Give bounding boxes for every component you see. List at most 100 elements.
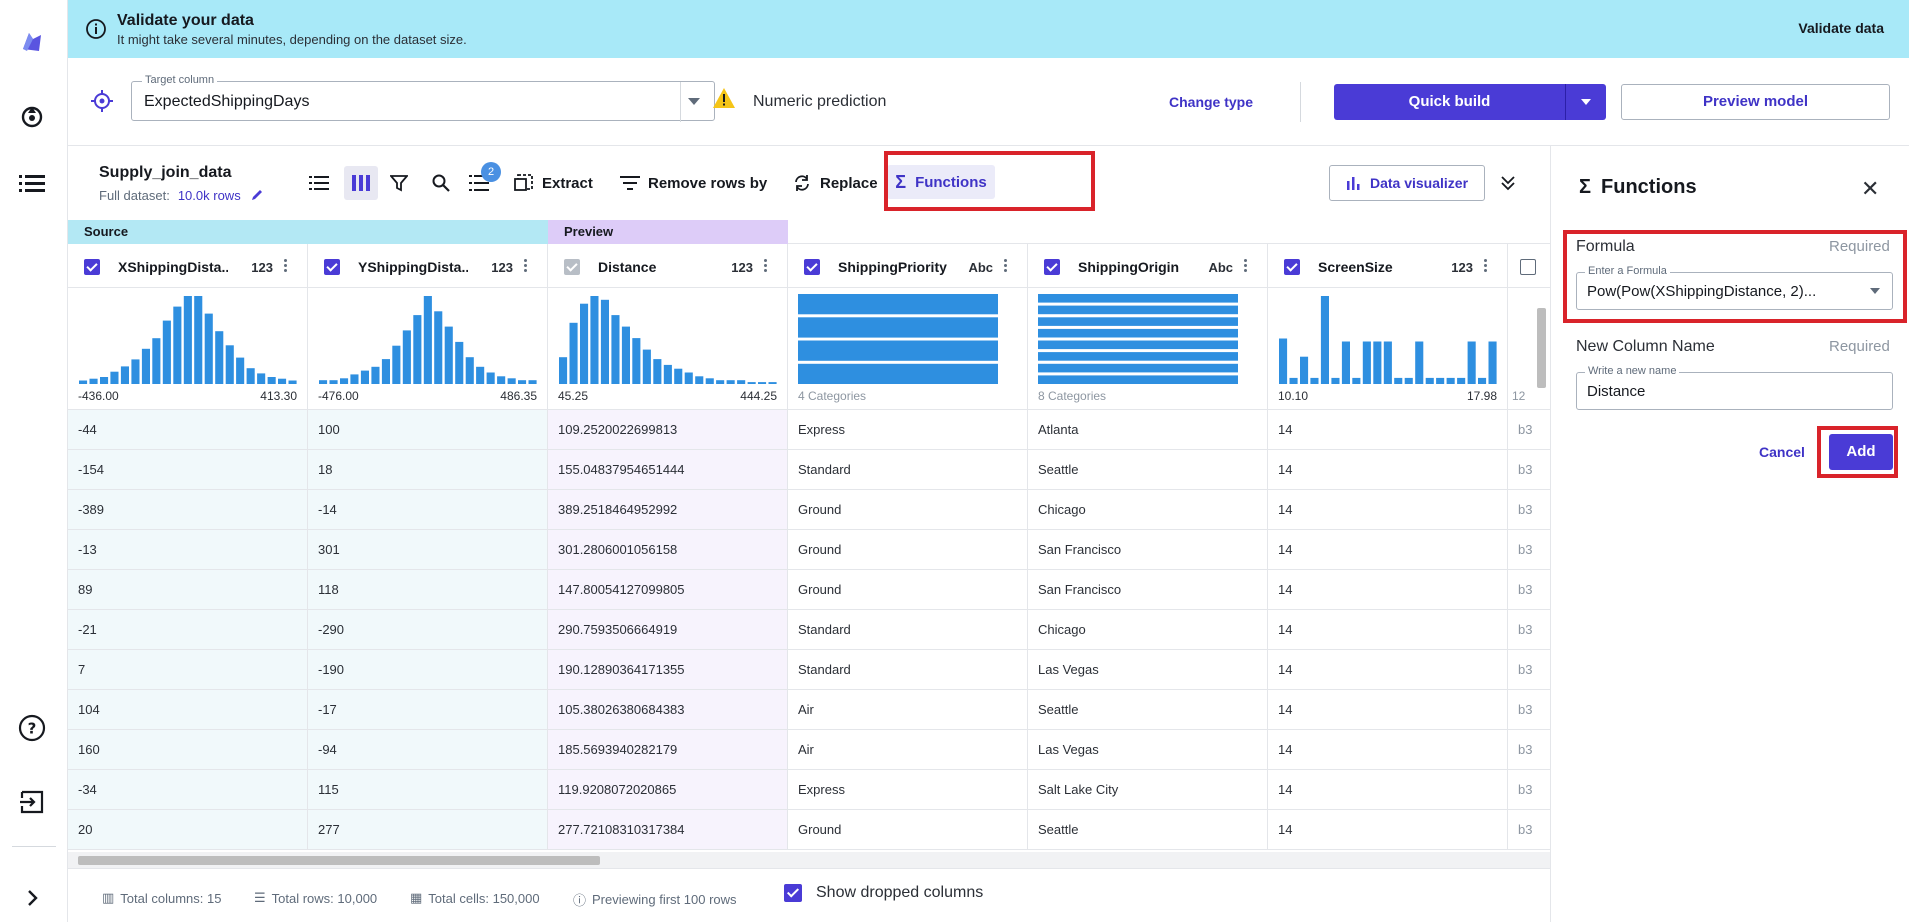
- edit-pencil-icon[interactable]: [250, 188, 264, 202]
- table-cell[interactable]: 190.12890364171355: [548, 650, 788, 690]
- table-cell[interactable]: Ground: [788, 490, 1028, 530]
- functions-button[interactable]: Σ Functions: [887, 165, 995, 199]
- table-cell[interactable]: Express: [788, 770, 1028, 810]
- more-options-icon[interactable]: [524, 259, 527, 273]
- column-header[interactable]: ShippingPriority Abc: [788, 244, 1028, 288]
- column-header[interactable]: ScreenSize 123: [1268, 244, 1508, 288]
- column-select-checkbox[interactable]: [804, 259, 820, 275]
- table-cell[interactable]: 147.80054127099805: [548, 570, 788, 610]
- filter-icon[interactable]: [386, 170, 412, 196]
- table-cell[interactable]: -389: [68, 490, 308, 530]
- column-header[interactable]: [1508, 244, 1550, 288]
- table-cell[interactable]: 118: [308, 570, 548, 610]
- table-cell[interactable]: -14: [308, 490, 548, 530]
- table-cell[interactable]: b3: [1508, 690, 1550, 730]
- validate-data-button[interactable]: Validate data: [1798, 20, 1884, 36]
- table-cell[interactable]: 14: [1268, 410, 1508, 450]
- models-icon[interactable]: [16, 100, 48, 132]
- table-cell[interactable]: 89: [68, 570, 308, 610]
- column-select-checkbox[interactable]: [1284, 259, 1300, 275]
- extract-button[interactable]: Extract: [514, 166, 593, 200]
- scroll-thumb[interactable]: [78, 856, 600, 865]
- column-header[interactable]: YShippingDista... 123: [308, 244, 548, 288]
- table-cell[interactable]: 14: [1268, 530, 1508, 570]
- table-cell[interactable]: 14: [1268, 810, 1508, 850]
- more-options-icon[interactable]: [1004, 259, 1007, 273]
- canvas-logo-icon[interactable]: [16, 26, 48, 58]
- table-cell[interactable]: Express: [788, 410, 1028, 450]
- replace-button[interactable]: Replace: [792, 166, 878, 200]
- dataset-rows-link[interactable]: 10.0k rows: [177, 188, 241, 203]
- table-cell[interactable]: -290: [308, 610, 548, 650]
- table-cell[interactable]: Salt Lake City: [1028, 770, 1268, 810]
- data-visualizer-button[interactable]: Data visualizer: [1329, 165, 1485, 201]
- remove-rows-button[interactable]: Remove rows by: [620, 166, 767, 200]
- table-cell[interactable]: Standard: [788, 450, 1028, 490]
- table-cell[interactable]: 185.5693940282179: [548, 730, 788, 770]
- table-cell[interactable]: -21: [68, 610, 308, 650]
- table-cell[interactable]: -13: [68, 530, 308, 570]
- table-cell[interactable]: Ground: [788, 570, 1028, 610]
- table-cell[interactable]: Air: [788, 730, 1028, 770]
- more-options-icon[interactable]: [764, 259, 767, 273]
- quick-build-dropdown-icon[interactable]: [1566, 84, 1606, 120]
- help-icon[interactable]: ?: [16, 712, 48, 744]
- table-cell[interactable]: 14: [1268, 570, 1508, 610]
- more-options-icon[interactable]: [1484, 259, 1487, 273]
- table-cell[interactable]: Las Vegas: [1028, 650, 1268, 690]
- preview-model-button[interactable]: Preview model: [1621, 84, 1890, 120]
- table-cell[interactable]: 18: [308, 450, 548, 490]
- quick-build-button[interactable]: Quick build: [1334, 84, 1606, 120]
- column-select-checkbox[interactable]: [84, 259, 100, 275]
- table-cell[interactable]: 14: [1268, 450, 1508, 490]
- table-cell[interactable]: Standard: [788, 650, 1028, 690]
- table-cell[interactable]: Air: [788, 690, 1028, 730]
- table-cell[interactable]: 301.2806001056158: [548, 530, 788, 570]
- table-cell[interactable]: -94: [308, 730, 548, 770]
- table-cell[interactable]: 105.38026380684383: [548, 690, 788, 730]
- table-cell[interactable]: 14: [1268, 490, 1508, 530]
- table-cell[interactable]: 14: [1268, 610, 1508, 650]
- target-column-select[interactable]: Target column ExpectedShippingDays: [131, 74, 715, 121]
- column-select-checkbox[interactable]: [1044, 259, 1060, 275]
- table-cell[interactable]: Chicago: [1028, 610, 1268, 650]
- table-cell[interactable]: 14: [1268, 690, 1508, 730]
- table-cell[interactable]: 109.2520022699813: [548, 410, 788, 450]
- cancel-button[interactable]: Cancel: [1759, 444, 1805, 460]
- table-cell[interactable]: 100: [308, 410, 548, 450]
- table-cell[interactable]: b3: [1508, 770, 1550, 810]
- table-cell[interactable]: Chicago: [1028, 490, 1268, 530]
- table-cell[interactable]: Standard: [788, 610, 1028, 650]
- table-cell[interactable]: 14: [1268, 730, 1508, 770]
- formula-select[interactable]: Enter a Formula Pow(Pow(XShippingDistanc…: [1576, 265, 1893, 310]
- show-dropped-checkbox[interactable]: [784, 884, 802, 902]
- more-options-icon[interactable]: [284, 259, 287, 273]
- table-cell[interactable]: 14: [1268, 650, 1508, 690]
- table-cell[interactable]: 115: [308, 770, 548, 810]
- table-cell[interactable]: -34: [68, 770, 308, 810]
- table-cell[interactable]: b3: [1508, 530, 1550, 570]
- scroll-thumb[interactable]: [1537, 308, 1546, 388]
- table-cell[interactable]: 277.72108310317384: [548, 810, 788, 850]
- datasets-list-icon[interactable]: [16, 168, 48, 200]
- table-cell[interactable]: 290.7593506664919: [548, 610, 788, 650]
- table-cell[interactable]: b3: [1508, 730, 1550, 770]
- column-header[interactable]: ShippingOrigin Abc: [1028, 244, 1268, 288]
- table-cell[interactable]: b3: [1508, 810, 1550, 850]
- table-cell[interactable]: -154: [68, 450, 308, 490]
- table-cell[interactable]: Seattle: [1028, 690, 1268, 730]
- table-cell[interactable]: 119.9208072020865: [548, 770, 788, 810]
- table-cell[interactable]: 160: [68, 730, 308, 770]
- table-cell[interactable]: b3: [1508, 610, 1550, 650]
- table-cell[interactable]: 389.2518464952992: [548, 490, 788, 530]
- table-cell[interactable]: San Francisco: [1028, 570, 1268, 610]
- table-cell[interactable]: b3: [1508, 650, 1550, 690]
- table-cell[interactable]: b3: [1508, 410, 1550, 450]
- column-select-checkbox[interactable]: [564, 259, 580, 275]
- table-cell[interactable]: -17: [308, 690, 548, 730]
- table-cell[interactable]: 14: [1268, 770, 1508, 810]
- table-cell[interactable]: 277: [308, 810, 548, 850]
- sign-out-icon[interactable]: [16, 786, 48, 818]
- table-cell[interactable]: Seattle: [1028, 810, 1268, 850]
- horizontal-scrollbar[interactable]: [68, 852, 1550, 868]
